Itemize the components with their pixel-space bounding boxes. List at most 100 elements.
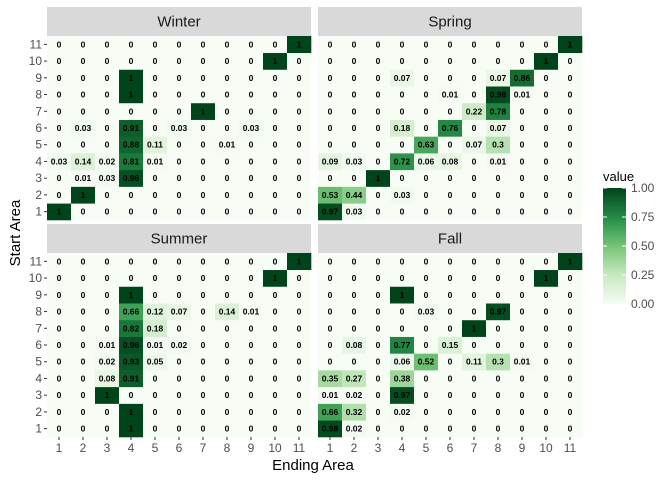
cell-value-label: 0 [201,273,206,283]
heatmap-cell [558,69,583,87]
cell-value-label: 0.01 [147,340,164,350]
cell-value-label: 0 [105,123,110,133]
heatmap-cell [239,420,264,438]
heatmap-cell [438,353,463,371]
cell-value-label: 0 [544,123,549,133]
cell-value-label: 0 [177,256,182,266]
cell-value-label: 0 [496,207,501,217]
cell-value-label: 0 [177,290,182,300]
heatmap-cell [510,203,535,221]
cell-value-label: 0 [249,106,254,116]
cell-value-label: 0 [424,424,429,434]
heatmap-cell [191,319,216,337]
cell-value-label: 0 [520,140,525,150]
cell-value-label: 0 [448,140,453,150]
heatmap-cell [239,136,264,154]
cell-value-label: 0 [201,424,206,434]
heatmap-cell [287,169,312,187]
heatmap-cell [510,353,535,371]
cell-value-label: 0 [105,56,110,66]
panel-spring: Spring 0.97 0.03 0 0 0 0 0 0 0 0 0 0.53 0.44 0 0.03 0 0 0 0… [318,7,583,221]
heatmap-cell [239,153,264,171]
heatmap-cell [71,253,96,271]
cell-value-label: 0 [544,156,549,166]
cell-value-label: 0 [297,90,302,100]
heatmap-cell [71,186,96,204]
heatmap-cell [486,186,511,204]
heatmap-cell [318,269,343,287]
heatmap-cell [119,52,144,70]
cell-value-label: 0.03 [51,156,68,166]
heatmap-cell [534,370,559,388]
cell-value-label: 0 [424,73,429,83]
heatmap-cell [215,403,240,421]
cell-value-label: 0 [201,90,206,100]
cell-value-label: 0 [328,307,333,317]
heatmap-cell [462,69,487,87]
heatmap-cell [438,136,463,154]
heatmap-cell [71,353,96,371]
cell-value-label: 1 [201,106,206,116]
heatmap-cell [119,353,144,371]
cell-value-label: 0.07 [466,140,483,150]
cell-value-label: 0 [297,273,302,283]
cell-value-label: 0 [105,190,110,200]
cell-value-label: 0 [472,123,477,133]
heatmap-cell [119,319,144,337]
heatmap-cell [143,136,168,154]
cell-value-label: 0 [177,390,182,400]
cell-value-label: 0.07 [490,123,507,133]
cell-value-label: 0.96 [123,173,140,183]
heatmap-cell [263,203,288,221]
heatmap-cell [390,203,415,221]
cell-value-label: 0 [297,290,302,300]
cell-value-label: 0 [81,323,86,333]
heatmap-cell [390,319,415,337]
cell-value-label: 0 [153,190,158,200]
heatmap-cell [263,336,288,354]
cell-value-label: 0.66 [322,407,339,417]
heatmap-cell [263,119,288,137]
x-tick-label: 11 [293,441,306,455]
cell-value-label: 0 [201,173,206,183]
cell-value-label: 0.98 [490,90,507,100]
heatmap-cell [510,86,535,104]
heatmap-cell [119,370,144,388]
cell-value-label: 0.03 [243,123,260,133]
cell-value-label: 0 [376,307,381,317]
cell-value-label: 0 [328,140,333,150]
cell-value-label: 1 [472,323,477,333]
heatmap-cell [390,136,415,154]
cell-value-label: 1 [544,56,549,66]
x-tick-label: 4 [399,441,406,455]
heatmap-cell [462,269,487,287]
cell-value-label: 0 [376,340,381,350]
y-tick-label: 6 [35,121,42,135]
cell-value-label: 0 [81,73,86,83]
heatmap-cell [143,36,168,54]
heatmap-cell [462,303,487,321]
cell-value-label: 0 [472,273,477,283]
cell-value-label: 0 [177,39,182,49]
cell-value-label: 0 [153,207,158,217]
heatmap-cell [143,203,168,221]
cell-value-label: 0 [544,207,549,217]
heatmap-cell [366,69,391,87]
heatmap-cell [71,52,96,70]
heatmap-cell [390,102,415,120]
heatmap-cell [119,86,144,104]
heatmap-cell [47,370,72,388]
heatmap-cell [366,186,391,204]
heatmap-cell [510,370,535,388]
cell-value-label: 0 [225,106,230,116]
cell-value-label: 0 [328,39,333,49]
heatmap-cell [462,136,487,154]
heatmap-cell [95,136,120,154]
cell-value-label: 0 [520,156,525,166]
y-tick-label: 11 [30,37,43,51]
heatmap-cell [95,269,120,287]
heatmap-cell [71,386,96,404]
cell-value-label: 0 [352,256,357,266]
heatmap-cell [95,420,120,438]
heatmap-cell [534,153,559,171]
